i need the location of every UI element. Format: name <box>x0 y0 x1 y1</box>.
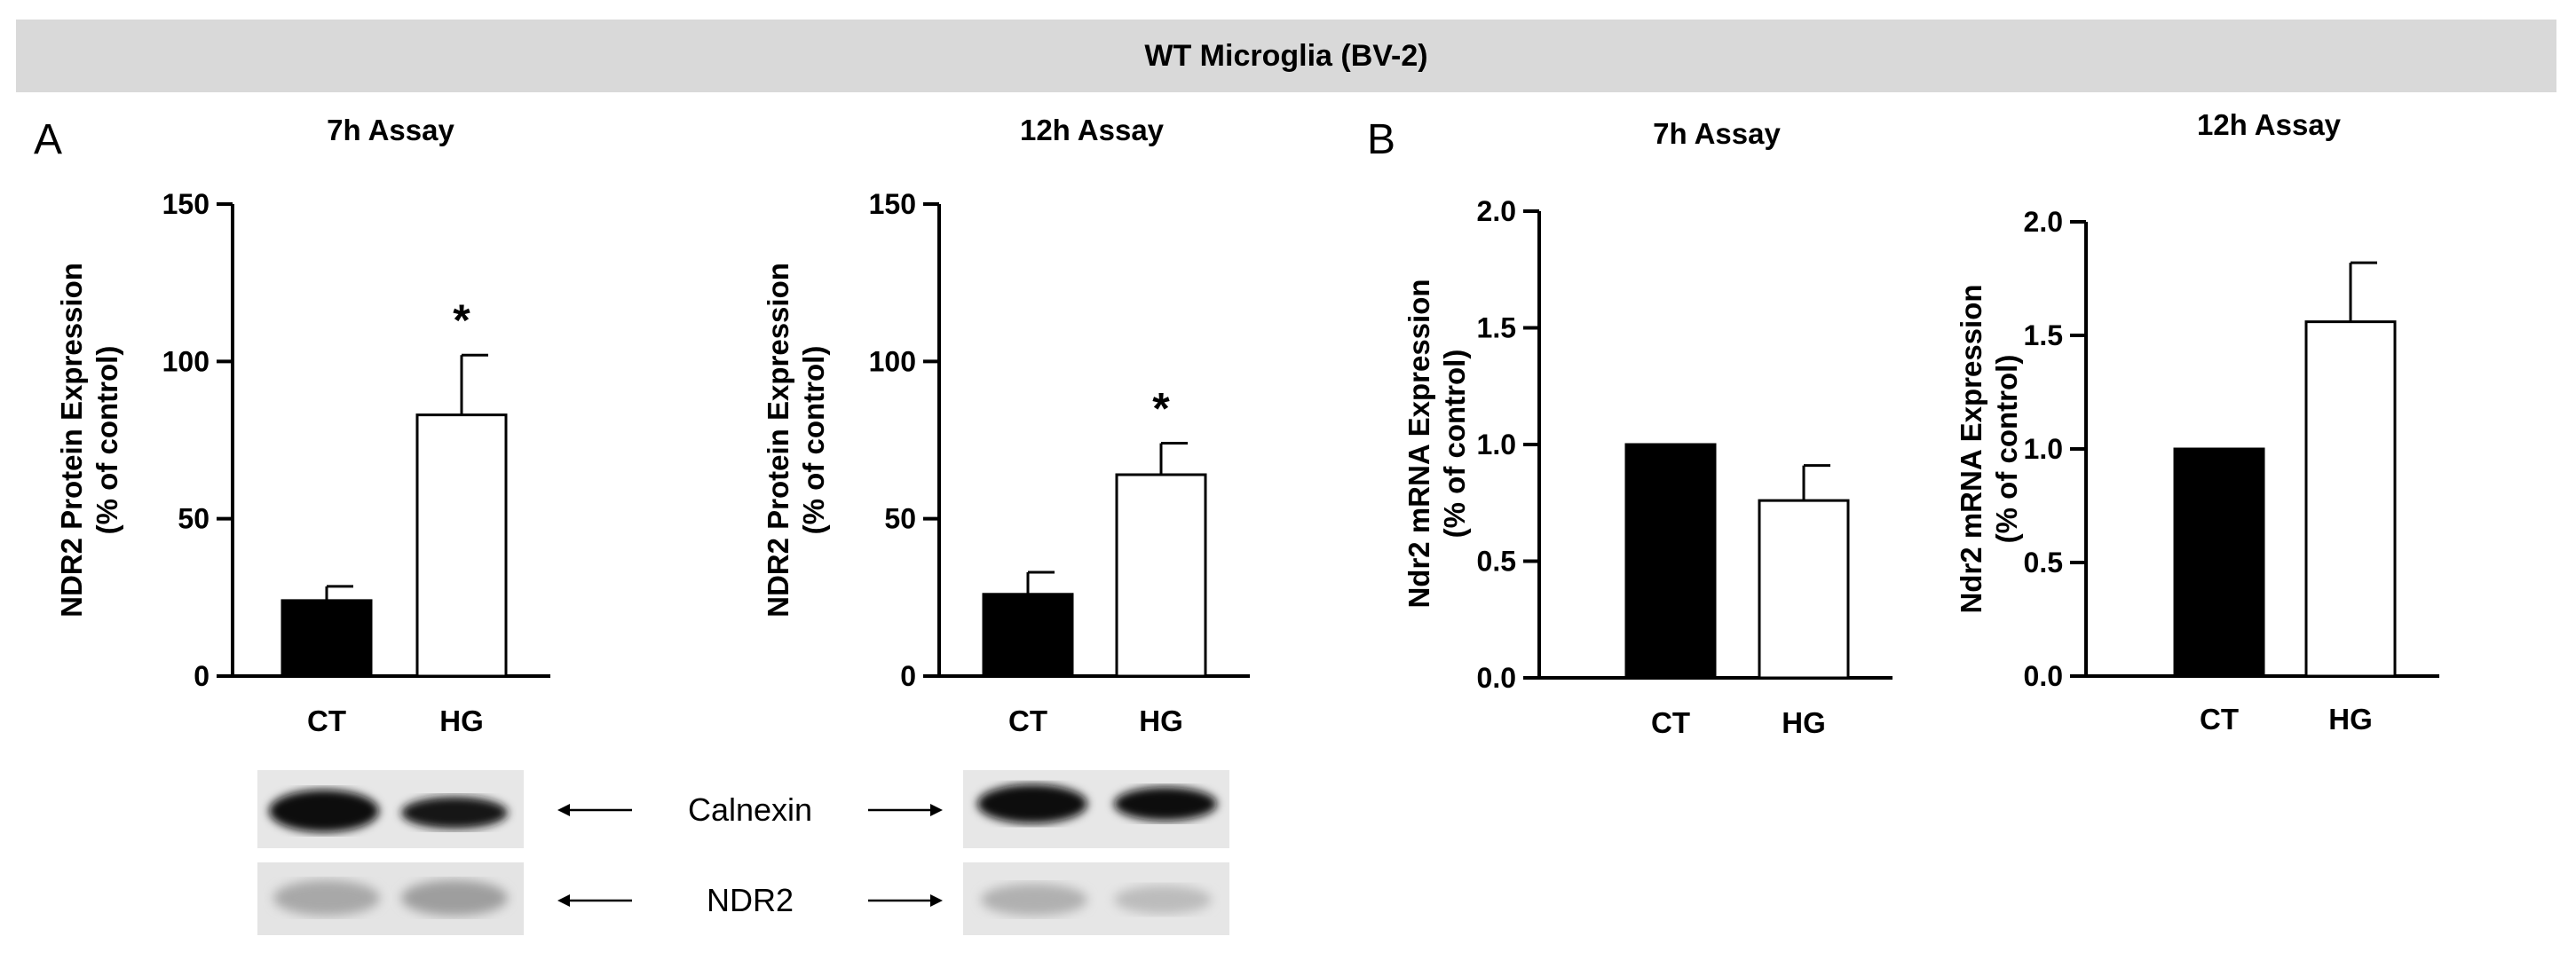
chart3-ytick-label: 1.0 <box>1477 429 1516 460</box>
chart3-category-hg: HG <box>1782 706 1826 739</box>
chart3-ylabel-line1: Ndr2 mRNA Expression <box>1403 279 1435 608</box>
chart4-ytick-label: 0.5 <box>2024 547 2063 578</box>
chart3-ytick-label: 0.0 <box>1477 662 1516 694</box>
chart3-ytick-label: 2.0 <box>1477 195 1516 227</box>
chart4-ytick-label: 0.0 <box>2024 660 2063 692</box>
chart1-title: 7h Assay <box>327 114 454 146</box>
chart4-title: 12h Assay <box>2197 108 2342 141</box>
chart2-category-ct: CT <box>1008 704 1047 737</box>
chart1-category-ct: CT <box>307 704 346 737</box>
panel-label-a: A <box>34 116 63 163</box>
arrowhead-right-ndr2 <box>930 894 943 907</box>
banner-title: WT Microglia (BV-2) <box>1144 38 1428 73</box>
chart4-ylabel-line2: (% of control) <box>1990 355 2023 544</box>
blot-calnexin-12h <box>963 770 1229 848</box>
chart2-ytick-label: 100 <box>869 345 916 377</box>
chart1-ytick-label: 150 <box>162 188 209 220</box>
chart3-ytick-label: 1.5 <box>1477 312 1516 344</box>
chart1-bar-ct <box>281 599 373 678</box>
chart4-ytick-label: 2.0 <box>2024 206 2063 238</box>
chart1-ytick-label: 100 <box>162 345 209 377</box>
chart2-significance-hg: * <box>1152 384 1170 434</box>
chart3-ylabel-line2: (% of control) <box>1438 350 1471 539</box>
arrowhead-right-calnexin <box>930 804 943 816</box>
chart3-title: 7h Assay <box>1653 117 1781 150</box>
chart3-bar-hg <box>1758 499 1850 680</box>
arrowhead-left-calnexin <box>557 804 570 816</box>
arrowhead-left-ndr2 <box>557 894 570 907</box>
chart1-significance-hg: * <box>453 295 470 345</box>
chart3-category-ct: CT <box>1651 706 1690 739</box>
chart1-ylabel-line1: NDR2 Protein Expression <box>55 263 88 618</box>
chart3-ytick-label: 0.5 <box>1477 546 1516 578</box>
chart4-category-hg: HG <box>2328 703 2373 736</box>
chart2-category-hg: HG <box>1139 704 1183 737</box>
chart2-bar-ct <box>982 593 1074 678</box>
chart1-ylabel-line2: (% of control) <box>91 346 123 535</box>
blot-calnexin-7h <box>257 770 524 848</box>
blot-label-calnexin: Calnexin <box>687 791 813 828</box>
chart1-category-hg: HG <box>439 704 484 737</box>
chart4-bar-ct <box>2173 447 2265 678</box>
figure-banner: WT Microglia (BV-2) <box>16 20 2556 92</box>
chart2-title: 12h Assay <box>1020 114 1165 146</box>
chart2-ylabel-line2: (% of control) <box>797 346 830 535</box>
chart2-bar-hg <box>1115 473 1207 678</box>
chart1-bar-hg <box>415 413 508 678</box>
chart4-ytick-label: 1.5 <box>2024 319 2063 351</box>
chart3-bar-ct <box>1624 443 1717 680</box>
chart2-ytick-label: 50 <box>884 503 916 535</box>
panel-label-b: B <box>1367 116 1396 163</box>
chart2-ylabel-line1: NDR2 Protein Expression <box>762 263 794 618</box>
chart2-ytick-label: 150 <box>869 188 916 220</box>
chart4-ylabel-line1: Ndr2 mRNA Expression <box>1955 284 1987 613</box>
blot-label-ndr2: NDR2 <box>706 882 794 918</box>
chart1-ytick-label: 0 <box>194 660 209 692</box>
chart4-ytick-label: 1.0 <box>2024 433 2063 465</box>
chart4-category-ct: CT <box>2200 703 2239 736</box>
chart1-ytick-label: 50 <box>178 503 209 535</box>
chart4-bar-hg <box>2304 320 2397 678</box>
chart2-ytick-label: 0 <box>900 660 916 692</box>
blot-ndr2-12h <box>963 862 1229 935</box>
blot-ndr2-7h <box>257 862 524 935</box>
